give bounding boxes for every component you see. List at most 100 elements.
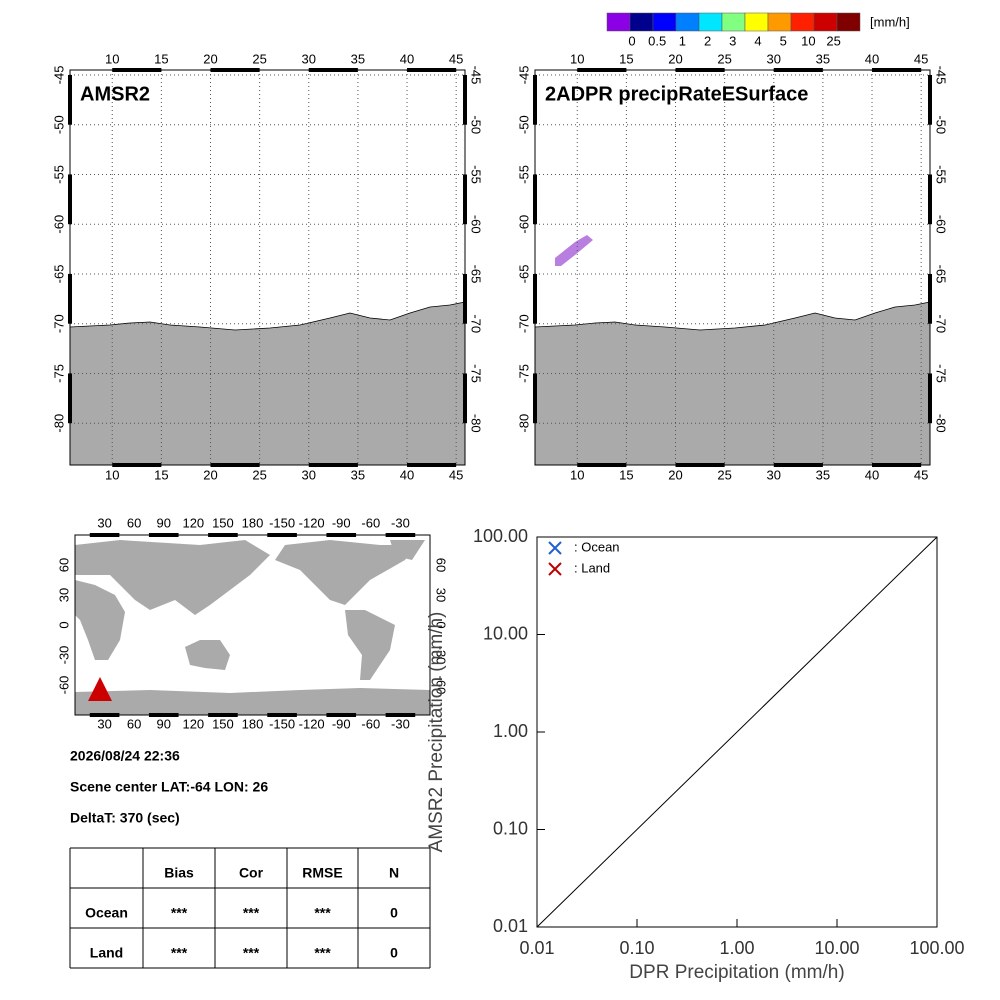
lon-tick-label: 35 <box>816 51 830 66</box>
lon-label: -150 <box>269 515 295 530</box>
lon-label: -90 <box>332 515 351 530</box>
table-cell: 0 <box>390 905 398 921</box>
lon-label: -60 <box>361 515 380 530</box>
lat-tick-label: -65 <box>51 265 66 284</box>
lon-tick-label: 30 <box>302 467 316 482</box>
lon-tick-label: 25 <box>717 51 731 66</box>
x-tick-label: 0.10 <box>619 938 654 958</box>
lon-tick-label: 10 <box>105 51 119 66</box>
land <box>185 640 230 670</box>
lat-label: -30 <box>434 646 449 665</box>
land <box>390 540 425 560</box>
lon-label: 30 <box>97 515 111 530</box>
y-tick-label: 100.00 <box>473 526 528 546</box>
colorbar-cell <box>744 12 769 32</box>
legend-label: : Land <box>574 560 610 575</box>
map-frame <box>534 69 931 466</box>
table-cell: *** <box>314 945 331 961</box>
lat-tick-label: -60 <box>934 215 949 234</box>
land <box>75 580 125 660</box>
lon-label: -120 <box>299 515 325 530</box>
lon-label: -90 <box>332 716 351 731</box>
lat-tick-label: -75 <box>934 364 949 383</box>
land <box>69 301 466 466</box>
colorbar-label: 0 <box>628 33 635 48</box>
lat-tick-label: -70 <box>51 314 66 333</box>
lon-tick-label: 45 <box>914 467 928 482</box>
x-tick-label: 10.00 <box>814 938 859 958</box>
land <box>75 688 430 715</box>
lon-tick-label: 25 <box>252 51 266 66</box>
x-tick-label: 100.00 <box>909 938 964 958</box>
land <box>534 301 931 466</box>
colorbar-cell <box>813 12 838 32</box>
colorbar-cell <box>652 12 677 32</box>
colorbar-label: 10 <box>801 33 815 48</box>
y-tick-label: 10.00 <box>483 623 528 643</box>
colorbar-cell <box>721 12 746 32</box>
x-axis-label: DPR Precipitation (mm/h) <box>629 962 844 983</box>
lat-label: 30 <box>434 588 449 602</box>
lon-tick-label: 10 <box>105 467 119 482</box>
lat-label: 0 <box>56 621 71 628</box>
lon-label: -30 <box>391 515 410 530</box>
lon-tick-label: 35 <box>816 467 830 482</box>
lat-tick-label: -60 <box>516 215 531 234</box>
lat-tick-label: -45 <box>934 66 949 85</box>
lat-tick-label: -60 <box>51 215 66 234</box>
colorbar-cell <box>836 12 861 32</box>
table-header: RMSE <box>302 865 342 881</box>
lat-tick-label: -50 <box>516 115 531 134</box>
lon-tick-label: 45 <box>449 51 463 66</box>
lon-label: -60 <box>361 716 380 731</box>
lon-label: 120 <box>182 716 204 731</box>
y-tick-label: 1.00 <box>493 721 528 741</box>
table-cell: *** <box>243 945 260 961</box>
lon-tick-label: 30 <box>767 467 781 482</box>
lon-tick-label: 15 <box>154 467 168 482</box>
lat-label: -60 <box>56 676 71 695</box>
lon-tick-label: 25 <box>252 467 266 482</box>
lon-tick-label: 20 <box>668 51 682 66</box>
lat-tick-label: -80 <box>934 414 949 433</box>
colorbar-label: 4 <box>754 33 761 48</box>
lon-label: 180 <box>242 716 264 731</box>
lon-label: 120 <box>182 515 204 530</box>
lon-tick-label: 15 <box>154 51 168 66</box>
table-header: Bias <box>164 865 194 881</box>
lon-tick-label: 40 <box>865 467 879 482</box>
table-cell: *** <box>243 905 260 921</box>
lat-tick-label: -60 <box>469 215 484 234</box>
lon-label: -120 <box>299 716 325 731</box>
colorbar-cell <box>790 12 815 32</box>
lat-tick-label: -75 <box>516 364 531 383</box>
colorbar-label: 25 <box>826 33 840 48</box>
lon-tick-label: 10 <box>570 51 584 66</box>
lon-label: 60 <box>127 515 141 530</box>
lat-tick-label: -70 <box>469 314 484 333</box>
y-tick-label: 0.10 <box>493 818 528 838</box>
lon-tick-label: 15 <box>619 51 633 66</box>
lat-label: 30 <box>56 588 71 602</box>
lon-tick-label: 20 <box>668 467 682 482</box>
lon-tick-label: 35 <box>351 467 365 482</box>
y-axis-label: AMSR2 Precipitation (mm/h) <box>426 612 447 853</box>
lon-tick-label: 40 <box>400 51 414 66</box>
lat-label: 0 <box>434 621 449 628</box>
colorbar-label: 1 <box>679 33 686 48</box>
lat-tick-label: -75 <box>51 364 66 383</box>
lat-tick-label: -65 <box>934 265 949 284</box>
map-title: 2ADPR precipRateESurface <box>545 83 808 105</box>
x-tick-label: 1.00 <box>719 938 754 958</box>
colorbar-cell <box>629 12 654 32</box>
lon-tick-label: 35 <box>351 51 365 66</box>
lat-label: -60 <box>434 676 449 695</box>
lon-label: 150 <box>212 716 234 731</box>
info-text: DeltaT: 370 (sec) <box>70 810 180 826</box>
scene-marker <box>88 677 112 701</box>
land <box>345 610 395 680</box>
legend-label: : Ocean <box>574 539 620 554</box>
lat-tick-label: -55 <box>51 165 66 184</box>
lon-label: -150 <box>269 716 295 731</box>
one-to-one-line <box>536 536 938 928</box>
